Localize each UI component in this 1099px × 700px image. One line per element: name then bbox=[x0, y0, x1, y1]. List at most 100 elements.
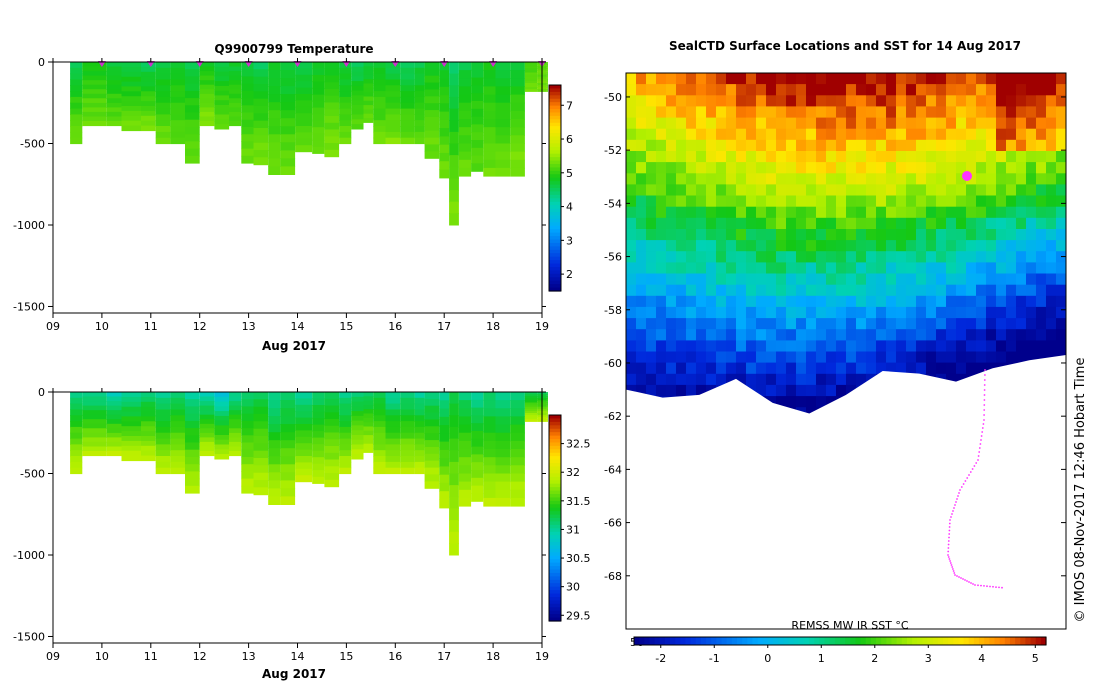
heatmap-cell bbox=[458, 400, 472, 409]
heatmap-cell bbox=[106, 84, 122, 90]
heatmap-cell bbox=[199, 71, 215, 77]
heatmap-cell bbox=[373, 409, 386, 416]
heatmap-cell bbox=[400, 91, 415, 98]
heatmap-cell bbox=[121, 101, 142, 107]
heatmap-cell bbox=[439, 466, 450, 476]
heatmap-cell bbox=[339, 409, 352, 416]
heatmap-cell bbox=[155, 131, 171, 139]
heatmap-cell bbox=[546, 415, 548, 418]
x-tick-label: 13 bbox=[242, 320, 256, 333]
heatmap-cell bbox=[170, 438, 186, 445]
heatmap-cell bbox=[241, 428, 254, 436]
temperature-heatmap bbox=[70, 61, 548, 226]
heatmap-cell bbox=[170, 397, 186, 405]
heatmap-cell bbox=[82, 419, 107, 425]
heatmap-cell bbox=[483, 127, 496, 136]
heatmap-cell bbox=[295, 106, 313, 114]
heatmap-cell bbox=[155, 126, 171, 133]
heatmap-cell bbox=[170, 120, 186, 127]
heatmap-cell bbox=[199, 419, 215, 425]
heatmap-cell bbox=[449, 450, 459, 463]
heatmap-cell bbox=[524, 76, 538, 80]
heatmap-cell bbox=[351, 454, 364, 460]
heatmap-cell bbox=[546, 64, 548, 67]
heatmap-cell bbox=[351, 119, 364, 125]
heatmap-cell bbox=[495, 159, 511, 169]
heatmap-cell bbox=[170, 85, 186, 92]
heatmap-cell bbox=[449, 201, 459, 214]
sea-ice-mask bbox=[626, 355, 1066, 629]
heatmap-cell bbox=[229, 401, 242, 407]
heatmap-cell bbox=[324, 439, 340, 447]
heatmap-cell bbox=[400, 392, 415, 399]
heatmap-cell bbox=[199, 410, 215, 416]
heatmap-cell bbox=[185, 98, 200, 106]
heatmap-cell bbox=[339, 131, 352, 139]
heatmap-cell bbox=[385, 102, 401, 110]
heatmap-cell bbox=[400, 62, 415, 69]
y-tick-label: -1000 bbox=[13, 219, 45, 232]
heatmap-cell bbox=[439, 95, 450, 104]
map-frame bbox=[625, 72, 1067, 630]
map-y-tick-label: -54 bbox=[604, 197, 622, 210]
heatmap-cell bbox=[229, 71, 242, 77]
heatmap-cell bbox=[324, 392, 340, 400]
heatmap-cell bbox=[524, 70, 538, 74]
heatmap-cell bbox=[449, 543, 459, 556]
heatmap-cell bbox=[471, 69, 484, 79]
heatmap-cell bbox=[363, 396, 374, 402]
sst-colorbar-tick-label: 0 bbox=[764, 652, 771, 665]
heatmap-cell bbox=[483, 408, 496, 417]
heatmap-cell bbox=[241, 76, 254, 85]
heatmap-cell bbox=[324, 446, 340, 454]
heatmap-cell bbox=[312, 81, 325, 89]
heatmap-cell bbox=[229, 419, 242, 425]
heatmap-cell bbox=[199, 93, 215, 99]
heatmap-cell bbox=[385, 131, 401, 139]
heatmap-cell bbox=[141, 86, 156, 92]
heatmap-cell bbox=[241, 399, 254, 407]
heatmap-cell bbox=[495, 465, 511, 474]
heatmap-cell bbox=[70, 467, 83, 475]
heatmap-cell bbox=[82, 116, 107, 122]
heatmap-cell bbox=[400, 67, 415, 75]
heatmap-cell bbox=[363, 417, 374, 423]
heatmap-cell bbox=[483, 416, 496, 426]
heatmap-cell bbox=[449, 415, 459, 428]
heatmap-cell bbox=[280, 86, 296, 95]
x-tick-label: 16 bbox=[388, 650, 402, 663]
heatmap-cell bbox=[268, 392, 281, 401]
heatmap-cell bbox=[510, 86, 525, 96]
x-tick-label: 19 bbox=[535, 650, 549, 663]
heatmap-cell bbox=[414, 137, 425, 145]
heatmap-cell bbox=[312, 405, 325, 413]
heatmap-cell bbox=[82, 71, 107, 77]
heatmap-cell bbox=[106, 437, 122, 443]
heatmap-cell bbox=[524, 419, 538, 422]
heatmap-cell bbox=[449, 131, 459, 145]
heatmap-cell bbox=[458, 457, 472, 466]
heatmap-cell bbox=[170, 96, 186, 104]
heatmap-cell bbox=[121, 401, 142, 408]
heatmap-cell bbox=[495, 135, 511, 144]
heatmap-cell bbox=[449, 473, 459, 486]
heatmap-cell bbox=[241, 148, 254, 157]
heatmap-cell bbox=[373, 91, 386, 98]
heatmap-cell bbox=[400, 114, 415, 121]
heatmap-cell bbox=[546, 83, 548, 86]
heatmap-cell bbox=[510, 127, 525, 136]
heatmap-cell bbox=[312, 146, 325, 154]
heatmap-cell bbox=[70, 438, 83, 445]
heatmap-cell bbox=[170, 409, 186, 416]
heatmap-cell bbox=[424, 68, 440, 77]
heatmap-cell bbox=[449, 178, 459, 191]
heatmap-cell bbox=[495, 416, 511, 426]
heatmap-cell bbox=[351, 105, 364, 111]
heatmap-cell bbox=[214, 420, 230, 426]
colorbar-tick-label: 4 bbox=[566, 201, 573, 214]
heatmap-cell bbox=[295, 126, 313, 133]
heatmap-cell bbox=[185, 485, 200, 494]
heatmap-cell bbox=[351, 90, 364, 96]
heatmap-cell bbox=[82, 111, 107, 117]
heatmap-cell bbox=[524, 415, 538, 418]
